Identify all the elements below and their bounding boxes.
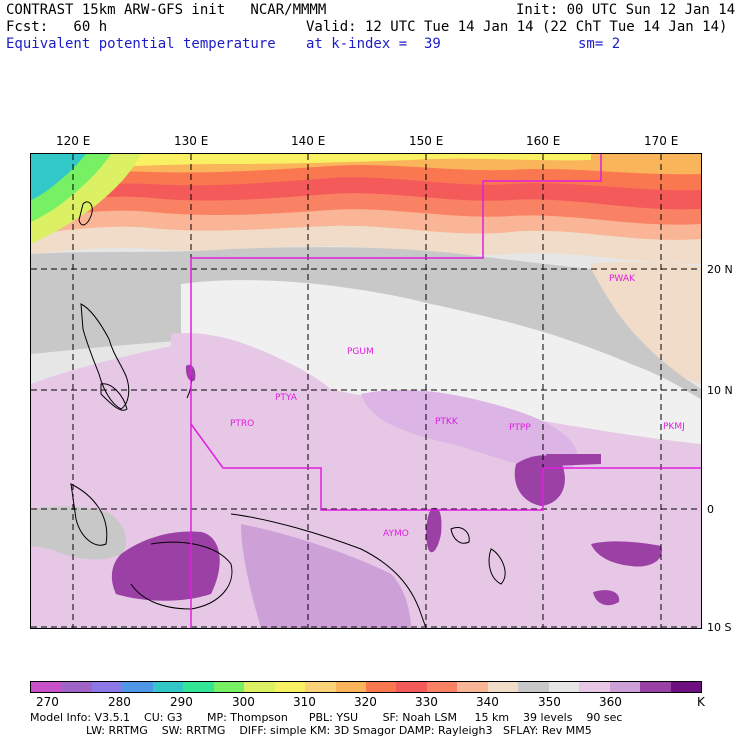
colorbar-swatch bbox=[670, 682, 701, 692]
blob-east-2 bbox=[546, 454, 601, 466]
map-panel: PGUM PTYA PTRO PTKK PTPP PKMJ PWAK AYMO bbox=[30, 153, 702, 629]
lon-label-140: 140 E bbox=[291, 134, 326, 148]
lon-label-150: 150 E bbox=[409, 134, 444, 148]
band-368-a bbox=[361, 389, 578, 470]
station-ptkk: PTKK bbox=[435, 417, 459, 427]
colorbar-swatch bbox=[274, 682, 306, 692]
colorbar-swatch bbox=[305, 682, 336, 692]
colorbar-swatch bbox=[457, 682, 488, 692]
colorbar-swatch bbox=[579, 682, 610, 692]
station-ptya: PTYA bbox=[275, 393, 298, 403]
band-310 bbox=[31, 154, 591, 172]
station-aymo: AYMO bbox=[383, 529, 409, 539]
coastlines bbox=[70, 201, 506, 628]
colorbar-swatch bbox=[244, 682, 275, 692]
station-ptro: PTRO bbox=[230, 419, 254, 429]
lat-label-20n: 20 N bbox=[707, 263, 733, 276]
colorbar-swatch bbox=[518, 682, 549, 692]
smoothing: sm= 2 bbox=[578, 36, 621, 52]
colorbar-label-340: 340 bbox=[476, 695, 499, 709]
blob-south-3 bbox=[591, 541, 662, 567]
model-title: CONTRAST 15km ARW-GFS init NCAR/MMMM bbox=[6, 2, 327, 18]
colorbar-swatch bbox=[548, 682, 580, 692]
region-boundary-north bbox=[190, 154, 602, 628]
colorbar-swatch bbox=[122, 682, 153, 692]
colorbar-swatch bbox=[91, 682, 123, 692]
valid-time: Valid: 12 UTC Tue 14 Jan 14 (22 ChT Tue … bbox=[306, 19, 728, 35]
blob-south-2 bbox=[426, 507, 442, 553]
station-pgum: PGUM bbox=[347, 347, 374, 357]
forecast-hour: Fcst: 60 h bbox=[6, 19, 108, 35]
colorbar-swatch bbox=[609, 682, 641, 692]
lon-label-130: 130 E bbox=[174, 134, 209, 148]
colorbar-swatch bbox=[365, 682, 397, 692]
band-345-east bbox=[591, 261, 701, 384]
colorbar-label-300: 300 bbox=[232, 695, 255, 709]
model-info-line2: LW: RRTMG SW: RRTMG DIFF: simple KM: 3D … bbox=[30, 724, 592, 737]
band-370-png bbox=[241, 524, 411, 628]
colorbar-label-270: 270 bbox=[36, 695, 59, 709]
colorbar-swatch bbox=[335, 682, 366, 692]
region-boundary-south bbox=[190, 423, 701, 511]
model-info-line1: Model Info: V3.5.1 CU: G3 MP: Thompson P… bbox=[30, 711, 623, 724]
colorbar-label-290: 290 bbox=[170, 695, 193, 709]
colorbar-label-320: 320 bbox=[354, 695, 377, 709]
colorbar-label-350: 350 bbox=[538, 695, 561, 709]
lat-label-10s: 10 S bbox=[707, 621, 732, 634]
colorbar-swatch bbox=[61, 682, 92, 692]
init-time: Init: 00 UTC Sun 12 Jan 14 bbox=[516, 2, 736, 18]
colorbar-swatch bbox=[426, 682, 458, 692]
colorbar-label-330: 330 bbox=[415, 695, 438, 709]
colorbar-label-310: 310 bbox=[293, 695, 316, 709]
lon-label-170: 170 E bbox=[644, 134, 679, 148]
colorbar-swatch bbox=[213, 682, 245, 692]
lat-label-10n: 10 N bbox=[707, 384, 733, 397]
band-350-south bbox=[31, 506, 127, 560]
colorbar bbox=[30, 681, 702, 693]
blob-south-1 bbox=[111, 531, 220, 601]
colorbar-label-360: 360 bbox=[599, 695, 622, 709]
colorbar-swatch bbox=[640, 682, 671, 692]
colorbar-swatch bbox=[31, 682, 62, 692]
lat-label-0: 0 bbox=[707, 503, 714, 516]
colorbar-swatch bbox=[487, 682, 519, 692]
blob-south-4 bbox=[593, 590, 620, 606]
colorbar-swatch bbox=[183, 682, 214, 692]
station-pkmj: PKMJ bbox=[663, 422, 685, 432]
colorbar-label-280: 280 bbox=[108, 695, 131, 709]
station-ptpp: PTPP bbox=[509, 423, 531, 433]
band-290 bbox=[31, 154, 86, 200]
theta-e-field: PGUM PTYA PTRO PTKK PTPP PKMJ PWAK AYMO bbox=[31, 154, 701, 628]
colorbar-swatch bbox=[396, 682, 427, 692]
colorbar-swatch bbox=[152, 682, 184, 692]
level-index: at k-index = 39 bbox=[306, 36, 441, 52]
station-pwak: PWAK bbox=[609, 274, 636, 284]
lon-label-120: 120 E bbox=[56, 134, 91, 148]
field-name: Equivalent potential temperature bbox=[6, 36, 276, 52]
colorbar-unit: K bbox=[697, 695, 705, 709]
lon-label-160: 160 E bbox=[526, 134, 561, 148]
